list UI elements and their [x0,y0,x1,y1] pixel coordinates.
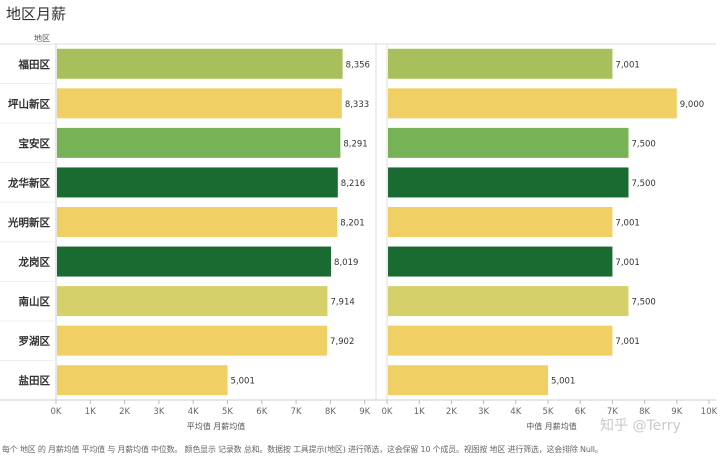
bar [57,286,328,317]
tick-label: 7K [291,407,302,417]
tick-label: 8K [639,407,650,417]
data-label: 8,291 [343,139,367,149]
bar [388,286,629,317]
bar [388,207,613,237]
category-label: 宝安区 [19,137,51,150]
bar [388,88,677,119]
tick-label: 10K [701,407,718,417]
tick-label: 5K [222,407,233,417]
tick-label: 4K [510,407,521,417]
bar [57,246,332,277]
data-label: 7,500 [632,179,656,189]
data-label: 5,001 [551,377,575,387]
bar [388,167,629,198]
bar [57,48,343,79]
category-label: 光明新区 [7,216,50,229]
bar [57,127,341,158]
bar [388,365,549,396]
footnote: 每个 地区 的 月薪均值 平均值 与 月薪均值 中位数。 颜色显示 记录数 总和… [2,445,603,454]
x-axis-title: 平均值 月薪均值 [187,421,246,431]
tick-label: 0K [382,407,393,417]
tick-label: 9K [671,407,682,417]
tick-label: 6K [575,407,586,417]
tick-label: 8K [325,407,336,417]
bar [388,246,613,277]
tick-label: 6K [256,407,267,417]
data-label: 8,333 [345,100,369,110]
bar [57,88,342,119]
data-label: 8,216 [341,179,365,189]
bar [388,127,629,158]
bar [57,365,228,396]
category-label: 坪山新区 [8,97,50,110]
tick-label: 2K [119,407,130,417]
tick-label: 3K [478,407,489,417]
tick-label: 9K [359,407,370,417]
data-label: 9,000 [680,100,704,110]
chart-title: 地区月薪 [6,5,67,23]
category-label: 龙华新区 [7,176,50,189]
tick-label: 3K [153,407,164,417]
category-label: 福田区 [18,58,51,71]
tick-label: 2K [446,407,457,417]
tick-label: 0K [51,407,62,417]
data-label: 8,356 [346,60,370,70]
row-header: 地区 [34,34,50,43]
data-label: 8,019 [334,258,358,268]
watermark: 知乎 @Terry [600,418,681,434]
data-label: 7,001 [615,337,639,347]
category-label: 罗湖区 [19,335,51,348]
tick-label: 1K [414,407,425,417]
tick-label: 5K [543,407,554,417]
data-label: 5,001 [231,377,255,387]
data-label: 8,201 [340,219,364,229]
data-label: 7,500 [632,298,656,308]
category-label: 南山区 [19,295,51,308]
tick-label: 4K [188,407,199,417]
data-label: 7,001 [615,219,639,229]
bar [57,167,338,198]
bar [388,325,613,356]
x-axis-title: 中值 月薪均值 [526,421,577,431]
bar [388,48,613,79]
tick-label: 1K [85,407,96,417]
data-label: 7,902 [330,337,354,347]
data-label: 7,001 [615,258,639,268]
tick-label: 7K [607,407,618,417]
bar [57,207,338,237]
category-label: 龙岗区 [18,256,51,269]
data-label: 7,500 [632,139,656,149]
data-label: 7,914 [330,298,354,308]
category-label: 盐田区 [19,374,51,387]
data-label: 7,001 [615,60,639,70]
bar [57,325,328,356]
